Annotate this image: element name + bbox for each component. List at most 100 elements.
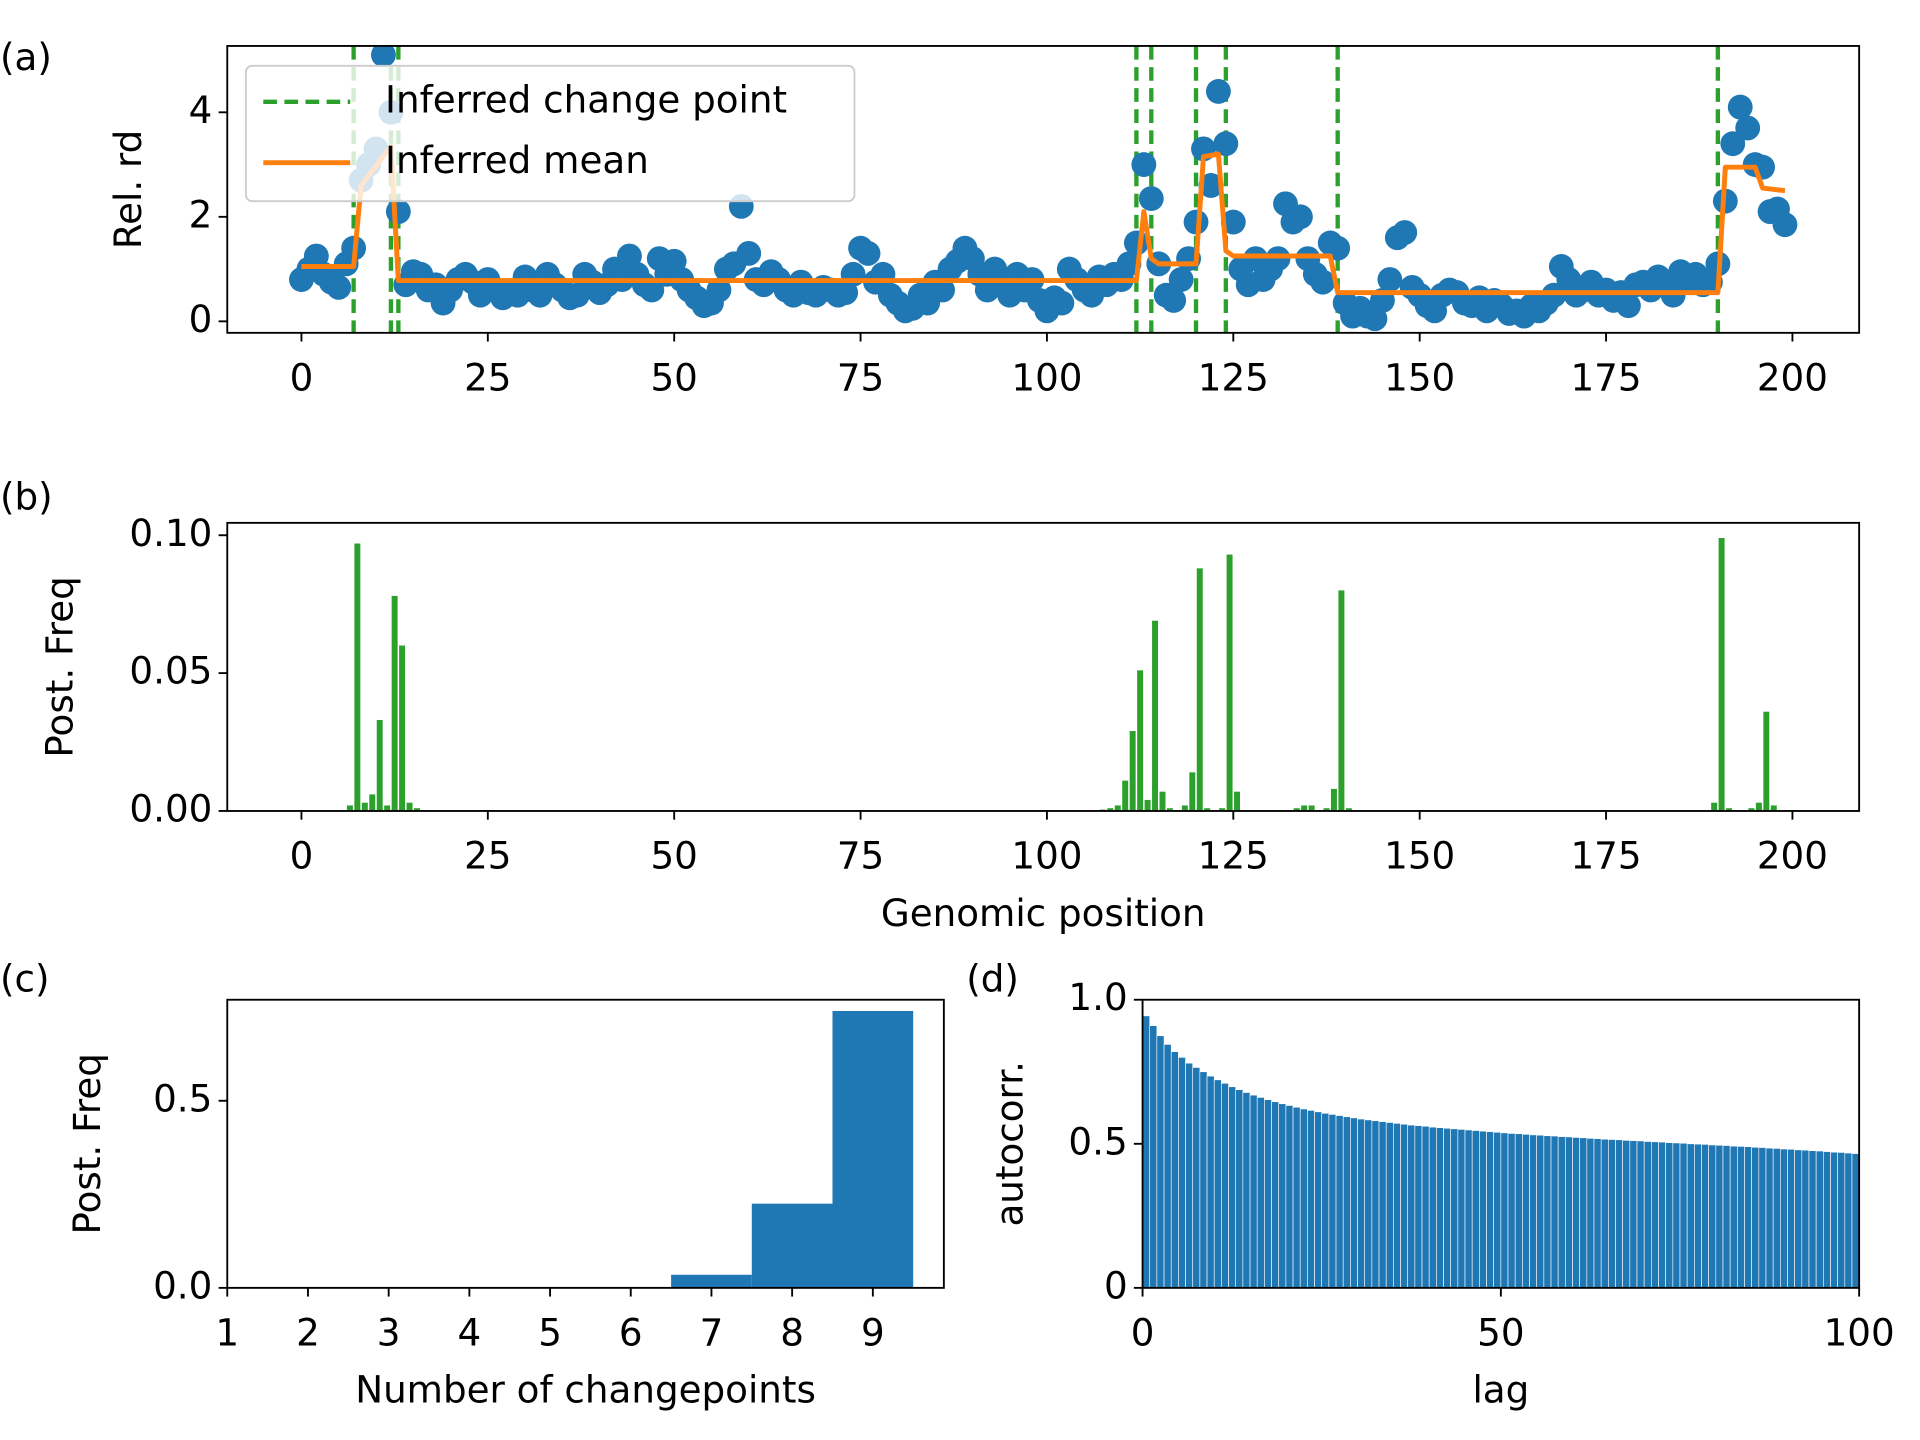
axes-frame xyxy=(226,998,945,1289)
bar xyxy=(1711,802,1718,811)
bar xyxy=(1152,620,1159,811)
bar xyxy=(1851,1153,1860,1288)
bar xyxy=(1285,1105,1294,1288)
x-tick-label: 150 xyxy=(1384,356,1455,400)
x-tick-label: 175 xyxy=(1570,356,1641,400)
bar xyxy=(1350,1117,1358,1288)
x-tick-label: 6 xyxy=(619,1311,643,1355)
bar xyxy=(1579,1137,1588,1288)
bar xyxy=(354,543,361,811)
plot-area xyxy=(671,1010,914,1288)
bar xyxy=(1794,1149,1803,1288)
bar xyxy=(1271,1101,1280,1288)
y-tick-label: 0.5 xyxy=(1068,1119,1127,1163)
x-tick-label: 0 xyxy=(1131,1311,1155,1355)
x-tick-label: 25 xyxy=(464,356,511,400)
bar xyxy=(1622,1140,1631,1288)
x-tick-label: 3 xyxy=(377,1311,401,1355)
bar xyxy=(369,794,376,811)
bar xyxy=(1107,808,1114,811)
bar xyxy=(1307,1110,1315,1288)
bar xyxy=(1293,808,1300,811)
bar xyxy=(1629,1140,1638,1288)
bar xyxy=(346,805,353,811)
x-tick-label: 2 xyxy=(296,1311,320,1355)
data-point xyxy=(1213,131,1239,157)
data-point xyxy=(1615,293,1641,319)
x-tick-label: 75 xyxy=(837,834,884,878)
axes-frame xyxy=(226,45,1861,334)
data-point xyxy=(1220,209,1246,235)
bar xyxy=(1308,805,1315,811)
legend-label: Inferred change point xyxy=(385,77,787,121)
bar xyxy=(1636,1140,1645,1288)
bar xyxy=(1763,711,1770,811)
bar xyxy=(1357,1118,1366,1288)
bar xyxy=(1748,808,1755,811)
bar xyxy=(1651,1141,1659,1288)
bar xyxy=(1536,1134,1545,1288)
histogram-bar xyxy=(751,1203,833,1288)
bar xyxy=(399,645,406,811)
bar xyxy=(1780,1148,1788,1288)
bar xyxy=(1385,1122,1394,1288)
bar xyxy=(1129,731,1136,811)
bar xyxy=(1256,1097,1265,1288)
bar xyxy=(1330,788,1337,811)
data-point xyxy=(1138,186,1164,211)
y-tick-label: 0.0 xyxy=(153,1263,212,1307)
bar xyxy=(1142,1015,1151,1288)
bar xyxy=(1565,1136,1573,1288)
y-tick-label: 1.0 xyxy=(1068,975,1127,1019)
bar xyxy=(1529,1134,1537,1288)
x-tick-label: 100 xyxy=(1011,834,1082,878)
y-tick-label: 2 xyxy=(189,192,213,236)
bar xyxy=(391,595,398,811)
bar xyxy=(1400,1123,1409,1288)
data-point xyxy=(1541,282,1567,308)
x-tick-label: 0 xyxy=(290,356,314,400)
bar xyxy=(1844,1152,1853,1288)
data-point xyxy=(736,240,762,266)
y-tick-label: 0.05 xyxy=(129,649,212,693)
bar xyxy=(1436,1127,1444,1288)
bar xyxy=(1665,1142,1674,1288)
bar xyxy=(1557,1136,1566,1288)
bar xyxy=(1414,1125,1423,1288)
bar xyxy=(1615,1139,1623,1288)
data-point xyxy=(1198,173,1224,198)
bar xyxy=(1679,1142,1688,1288)
bar xyxy=(1328,1114,1337,1288)
bar xyxy=(1192,1067,1201,1288)
x-axis-label: lag xyxy=(1472,1368,1529,1412)
bar xyxy=(1321,1112,1330,1288)
bar xyxy=(1314,1111,1323,1288)
bar xyxy=(1479,1130,1487,1288)
bar xyxy=(1755,802,1762,811)
bar xyxy=(1450,1128,1459,1288)
bar xyxy=(384,805,391,811)
bar xyxy=(1323,808,1330,811)
histogram-bar xyxy=(832,1010,914,1288)
bar xyxy=(1471,1130,1480,1288)
bar xyxy=(1213,1079,1222,1288)
bar xyxy=(1219,808,1226,811)
x-tick-label: 125 xyxy=(1198,834,1269,878)
bar xyxy=(1770,805,1777,811)
bar xyxy=(1378,1121,1387,1288)
bar xyxy=(414,808,420,811)
bar xyxy=(1758,1147,1767,1288)
panel-label: (c) xyxy=(0,957,50,1001)
data-point xyxy=(1168,267,1194,292)
bar xyxy=(1421,1125,1430,1288)
legend-label: Inferred mean xyxy=(385,138,649,182)
data-point xyxy=(1049,290,1075,316)
data-point xyxy=(1287,204,1313,230)
data-point xyxy=(1392,220,1418,245)
x-tick-label: 50 xyxy=(1477,1311,1524,1355)
x-tick-label: 50 xyxy=(650,356,697,400)
bar xyxy=(1543,1135,1552,1288)
bar xyxy=(1407,1124,1416,1288)
data-point xyxy=(1735,115,1761,141)
